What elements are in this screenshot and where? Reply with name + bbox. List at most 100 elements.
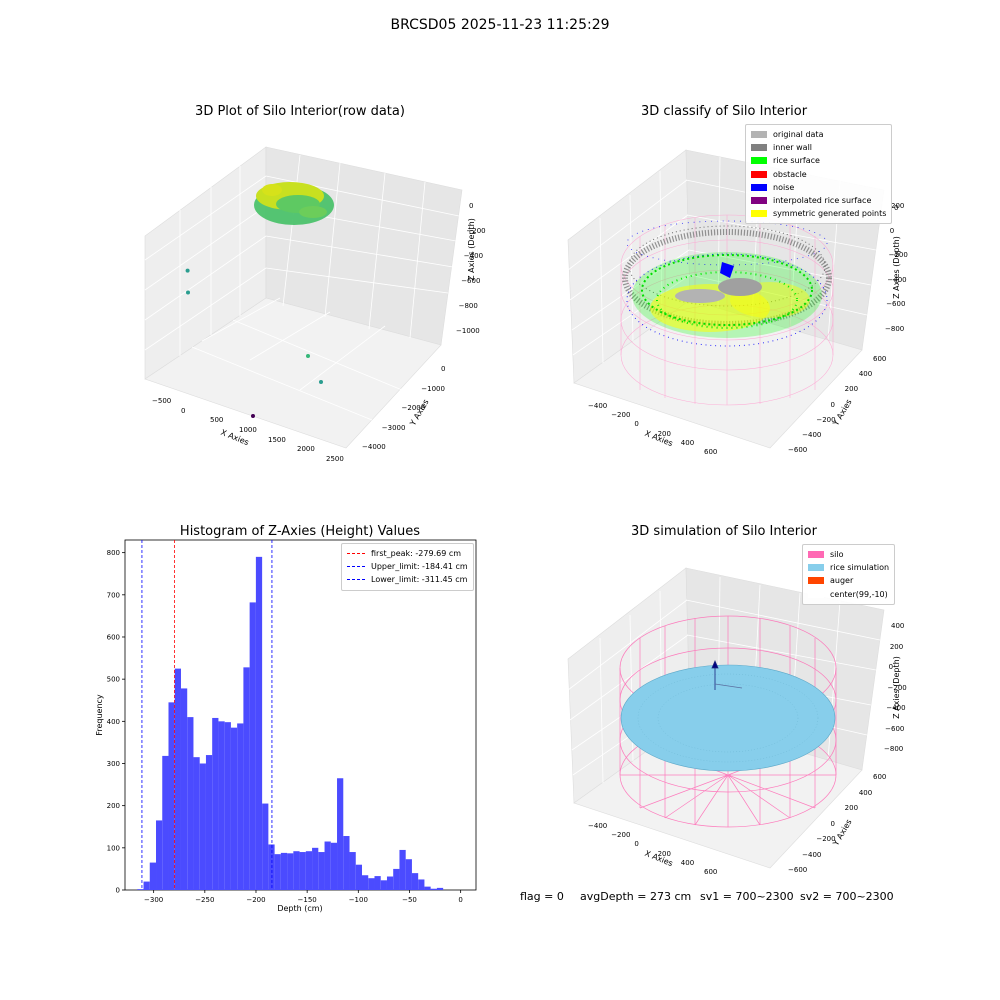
panel1-point-cloud (254, 182, 334, 225)
histogram-bar (237, 723, 244, 890)
panel4-legend-swatch (808, 577, 824, 585)
panel4-x-tick: 400 (680, 858, 695, 867)
panel2-legend-entry: inner wall (751, 141, 886, 154)
panel2-legend-swatch (751, 131, 767, 139)
panel4-legend-entry: center(99,-10) (808, 588, 889, 601)
histogram-legend-entry: Lower_limit: -311.45 cm (347, 573, 468, 586)
panel4-z-tick: −800 (884, 745, 904, 753)
panel4-legend-label: silo (830, 550, 844, 560)
panel1-outlier-point (186, 290, 190, 295)
histogram-bar (399, 849, 406, 890)
histogram-legend-entry: Upper_limit: -184.41 cm (347, 560, 468, 573)
panel4-legend-swatch (808, 590, 824, 598)
histogram-bar (205, 755, 213, 890)
panel1-title: 3D Plot of Silo Interior(row data) (195, 104, 405, 119)
panel4-legend: silo rice simulation auger center(99,-10) (802, 544, 896, 605)
panel1-outlier-point (185, 268, 190, 273)
panel4-y-tick: 200 (844, 804, 859, 812)
panel1-y-tick: 0 (441, 365, 446, 373)
panel1-z-tick: 0 (469, 202, 474, 210)
histogram-bar (337, 778, 344, 890)
panel1-y-tick: −1000 (421, 384, 445, 393)
histogram-bar (418, 879, 425, 890)
panel1-z-tick: −200 (466, 227, 486, 235)
histogram-bar (268, 844, 275, 890)
histogram-bar (405, 859, 412, 890)
footer-avg-depth: avgDepth = 273 cm (580, 890, 692, 903)
histogram-bars (137, 556, 444, 890)
histogram-bar (249, 602, 256, 890)
panel2-legend-entry: rice surface (751, 154, 886, 167)
panel2-z-tick: 0 (889, 226, 895, 235)
panel4-z-tick: 0 (888, 663, 894, 671)
panel4-y-tick: 0 (830, 819, 835, 828)
histogram-bar (212, 717, 219, 890)
footer-sv2: sv2 = 700~2300 (800, 890, 894, 903)
histogram-legend-swatch (347, 553, 365, 555)
histogram-legend-label: Upper_limit: -184.41 cm (371, 562, 468, 572)
histogram-bar (162, 755, 169, 890)
panel2-y-tick: 0 (830, 400, 835, 409)
histogram-bar (280, 852, 288, 890)
histogram-bar (324, 841, 331, 890)
panel2-legend-entry: obstacle (751, 168, 886, 181)
panel2-legend-swatch (751, 197, 767, 205)
histogram-bar (374, 876, 381, 890)
panel2-x-tick: 200 (657, 429, 671, 438)
panel1-x-tick: −500 (152, 397, 172, 405)
histogram-ylabel: Frequency (95, 694, 104, 736)
histogram-xtick-label: −100 (349, 896, 368, 904)
histogram-bar (224, 722, 231, 890)
histogram-legend: first_peak: -279.69 cm Upper_limit: -184.… (341, 543, 474, 591)
panel2-legend: original data inner wall rice surface obsta… (745, 124, 893, 225)
histogram-xtick-label: −250 (195, 896, 214, 904)
panel2-z-tick: −200 (888, 251, 908, 260)
panel4-legend-entry: rice simulation (808, 561, 889, 574)
histogram-bar (143, 881, 150, 890)
histogram-ytick-label: 100 (107, 844, 120, 852)
histogram-legend-entry: first_peak: -279.69 cm (347, 547, 468, 560)
panel2-legend-label: noise (773, 182, 795, 192)
panel4-zlabel: Z Axies (Depth) (891, 656, 901, 719)
histogram-ytick-label: 200 (107, 802, 120, 810)
panel4-z-tick: 400 (891, 622, 905, 630)
histogram-bar (262, 803, 269, 890)
panel2-rice-surface (626, 220, 828, 347)
panel1-x-tick: 1000 (239, 426, 257, 434)
histogram-ytick-label: 700 (107, 591, 120, 599)
histogram-bar (199, 763, 206, 890)
histogram-bar (230, 727, 238, 890)
panel2-y-tick: 200 (844, 385, 859, 394)
histogram-bar (380, 880, 387, 890)
panel2-legend-swatch (751, 183, 767, 191)
panel4-legend-entry: silo (808, 548, 889, 561)
panel2-legend-label: rice surface (773, 156, 820, 166)
histogram-xtick-label: 0 (458, 896, 462, 904)
panel1-z-tick: −600 (461, 277, 481, 285)
histogram-bar (174, 668, 181, 890)
panel2-legend-swatch (751, 144, 767, 152)
panel2-legend-label: interpolated rice surface (773, 196, 872, 206)
panel2-legend-label: obstacle (773, 169, 807, 179)
panel2-y-tick: 600 (873, 355, 887, 363)
panel4-legend-label: auger (830, 576, 854, 586)
panel4-y-tick: −600 (788, 866, 808, 874)
panel4-y-tick: 600 (873, 773, 887, 781)
histogram-bar (349, 852, 356, 890)
panel1-z-tick: −1000 (456, 327, 480, 335)
panel2-title: 3D classify of Silo Interior (640, 104, 808, 119)
panel4-y-tick: −400 (802, 850, 822, 859)
panel4-y-tick: −200 (816, 835, 836, 843)
panel2-legend-swatch (751, 170, 767, 178)
histogram-xtick-label: −150 (298, 896, 317, 904)
panel1-x-tick: 1500 (268, 435, 286, 444)
histogram-bar (436, 887, 444, 890)
histogram-bar (168, 702, 175, 890)
panel1-y-tick: −4000 (362, 443, 386, 451)
histogram-bar (430, 888, 437, 890)
panel4-title: 3D simulation of Silo Interior (631, 524, 817, 539)
panel1-x-tick: 2000 (297, 445, 315, 454)
histogram-bar (299, 852, 306, 890)
panel1-gridlines (144, 154, 460, 421)
